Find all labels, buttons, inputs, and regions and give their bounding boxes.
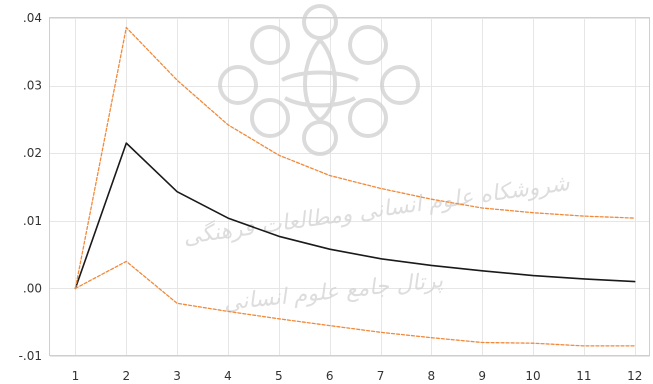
x-tick-label: 5	[275, 369, 283, 383]
y-tick-label: .04	[23, 11, 42, 25]
x-tick-label: 4	[224, 369, 232, 383]
x-tick-label: 8	[428, 369, 436, 383]
y-tick-label: .01	[23, 214, 42, 228]
x-tick-label: 9	[478, 369, 486, 383]
x-tick-label: 7	[377, 369, 385, 383]
y-axis: .04 .03 .02 .01 .00 -.01	[19, 11, 42, 363]
x-tick-label: 3	[173, 369, 181, 383]
y-tick-label: .03	[23, 79, 42, 93]
upper-band-line	[74, 26, 636, 290]
lower-band-line	[74, 260, 636, 347]
x-tick-label: 10	[525, 369, 540, 383]
watermark-logo: شروشكاه علوم انسانی ومطالعات فرهنگی پرتا…	[182, 4, 572, 316]
x-tick-label: 6	[326, 369, 334, 383]
response-line	[74, 142, 636, 290]
x-tick-label: 11	[576, 369, 591, 383]
plot-frame	[49, 17, 650, 356]
y-tick-label: -.01	[19, 349, 42, 363]
svg-text:شروشكاه علوم انسانی ومطالعات ف: شروشكاه علوم انسانی ومطالعات فرهنگی	[182, 170, 572, 250]
x-tick-label: 1	[72, 369, 80, 383]
series-layer	[74, 26, 636, 347]
x-tick-label: 2	[122, 369, 130, 383]
x-axis: 1 2 3 4 5 6 7 8 9 10 11 12	[72, 369, 643, 383]
x-tick-label: 12	[627, 369, 642, 383]
y-tick-label: .00	[23, 281, 42, 295]
y-tick-label: .02	[23, 146, 42, 160]
svg-text:پرتال جامع علوم انسانی: پرتال جامع علوم انسانی	[223, 268, 445, 316]
